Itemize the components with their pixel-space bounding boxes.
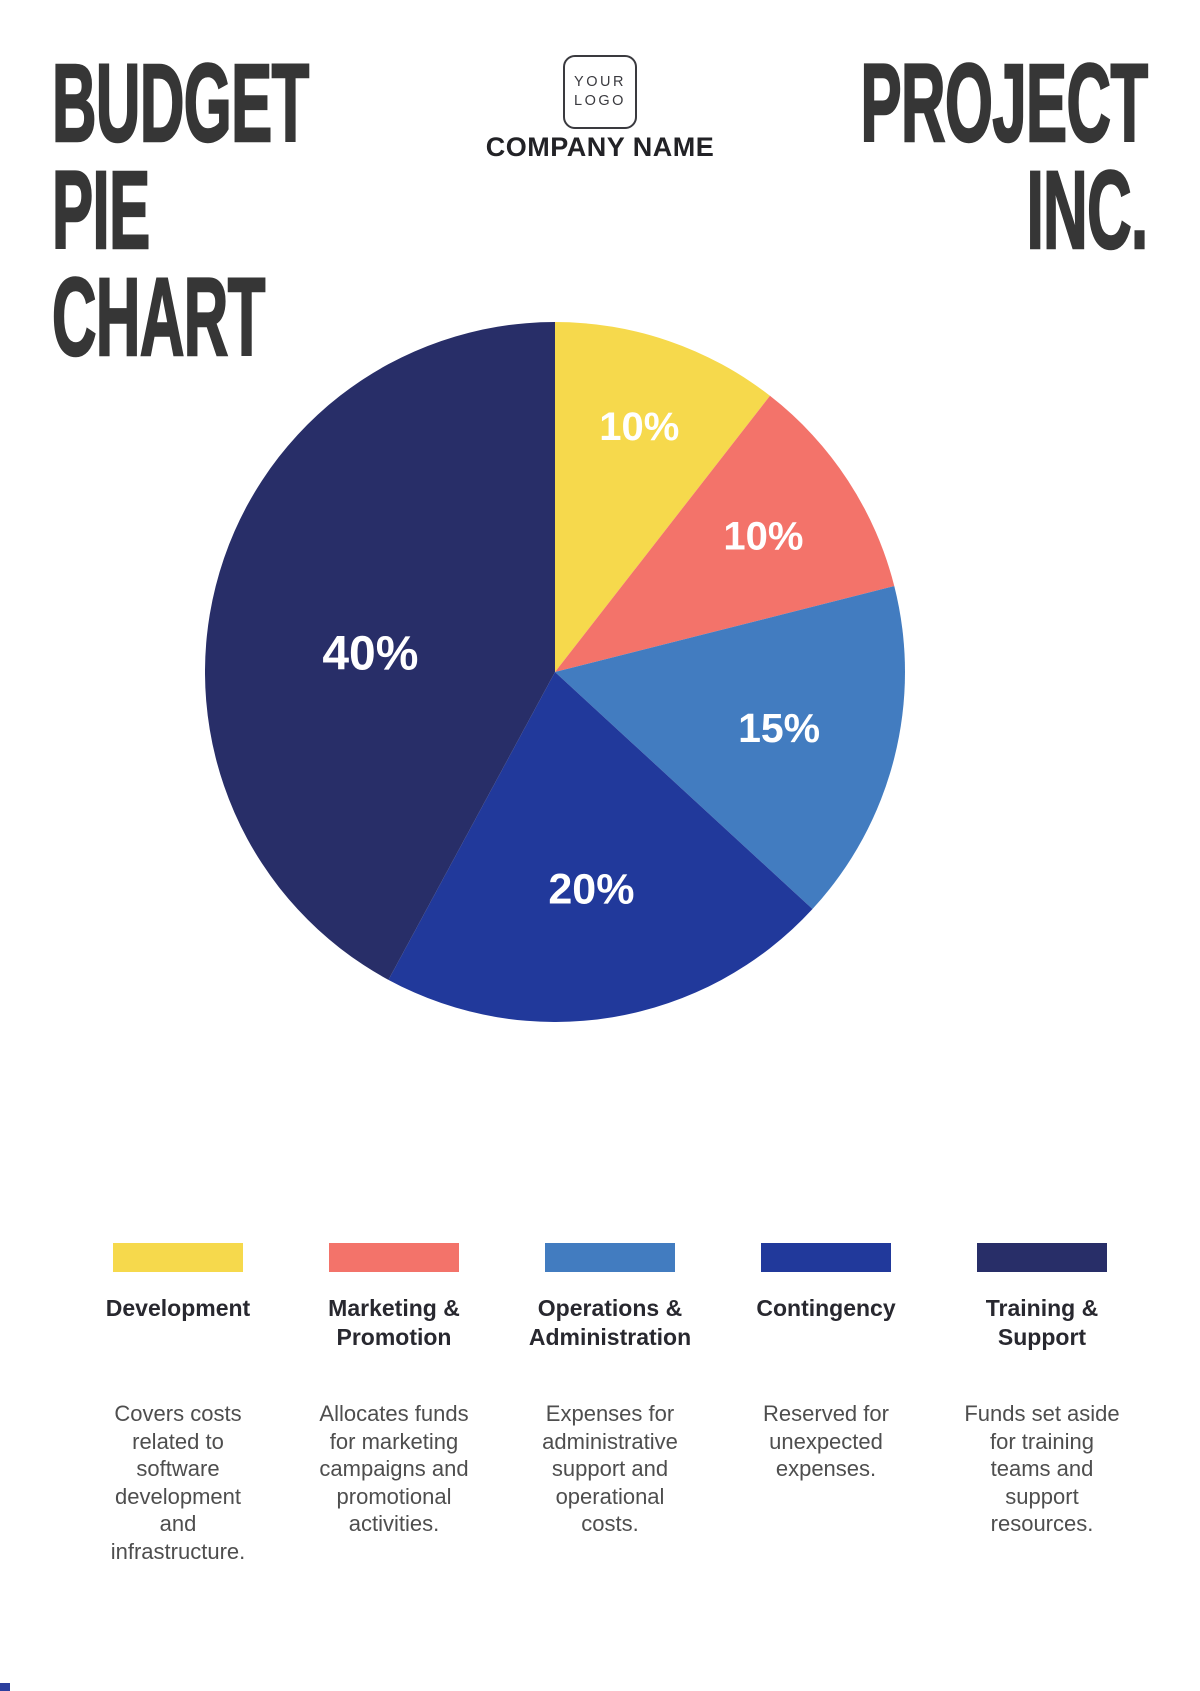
- legend-item-description: Covers costs related to software develop…: [110, 1401, 246, 1564]
- pie-slice-value-label: 15%: [738, 705, 820, 751]
- legend-item: Training & Support Funds set aside for t…: [934, 1243, 1150, 1565]
- legend-item: Development Covers costs related to soft…: [70, 1243, 286, 1565]
- legend-item-description: Reserved for unexpected expenses.: [763, 1401, 889, 1481]
- legend-item-label: Marketing & Promotion: [328, 1295, 460, 1350]
- legend-item-label: Contingency: [756, 1295, 896, 1321]
- legend-color-swatch: [761, 1243, 891, 1272]
- company-name: COMPANY NAME: [485, 132, 715, 162]
- page-title: BUDGET PIE CHART: [51, 42, 310, 379]
- legend-item: Operations & Administration Expenses for…: [502, 1243, 718, 1565]
- legend-item-label: Training & Support: [985, 1295, 1099, 1350]
- legend-item: Marketing & Promotion Allocates funds fo…: [286, 1243, 502, 1565]
- pie-chart-svg: 10% 10% 15% 20% 40%: [205, 322, 905, 1022]
- pie-slice-value-label: 10%: [723, 515, 803, 559]
- footer-corner-mark: [0, 1683, 10, 1691]
- legend-color-swatch: [977, 1243, 1107, 1272]
- legend-item-description: Funds set aside for training teams and s…: [964, 1401, 1120, 1536]
- chart-legend: Development Covers costs related to soft…: [70, 1243, 1150, 1565]
- company-logo-placeholder: YOUR LOGO: [563, 55, 637, 129]
- pie-slice-value-label: 10%: [599, 405, 679, 449]
- pie-slice-value-label: 40%: [322, 628, 418, 681]
- pie-slice-0: [555, 322, 770, 672]
- pie-slice-2: [555, 586, 905, 910]
- legend-item-label: Development: [105, 1295, 251, 1321]
- legend-item-description: Expenses for administrative support and …: [542, 1401, 678, 1536]
- legend-item-description: Allocates funds for marketing campaigns …: [319, 1401, 469, 1536]
- legend-item: Contingency Reserved for unexpected expe…: [718, 1243, 934, 1565]
- legend-color-swatch: [113, 1243, 243, 1272]
- brand-name: PROJECT INC.: [860, 42, 1149, 272]
- pie-slice-4: [205, 322, 555, 980]
- legend-color-swatch: [545, 1243, 675, 1272]
- legend-color-swatch: [329, 1243, 459, 1272]
- pie-slice-value-label: 20%: [548, 866, 634, 914]
- budget-pie-chart: 10% 10% 15% 20% 40%: [205, 322, 905, 1022]
- pie-slice-1: [555, 395, 895, 672]
- legend-item-label: Operations & Administration: [528, 1295, 692, 1350]
- pie-slice-3: [388, 672, 813, 1022]
